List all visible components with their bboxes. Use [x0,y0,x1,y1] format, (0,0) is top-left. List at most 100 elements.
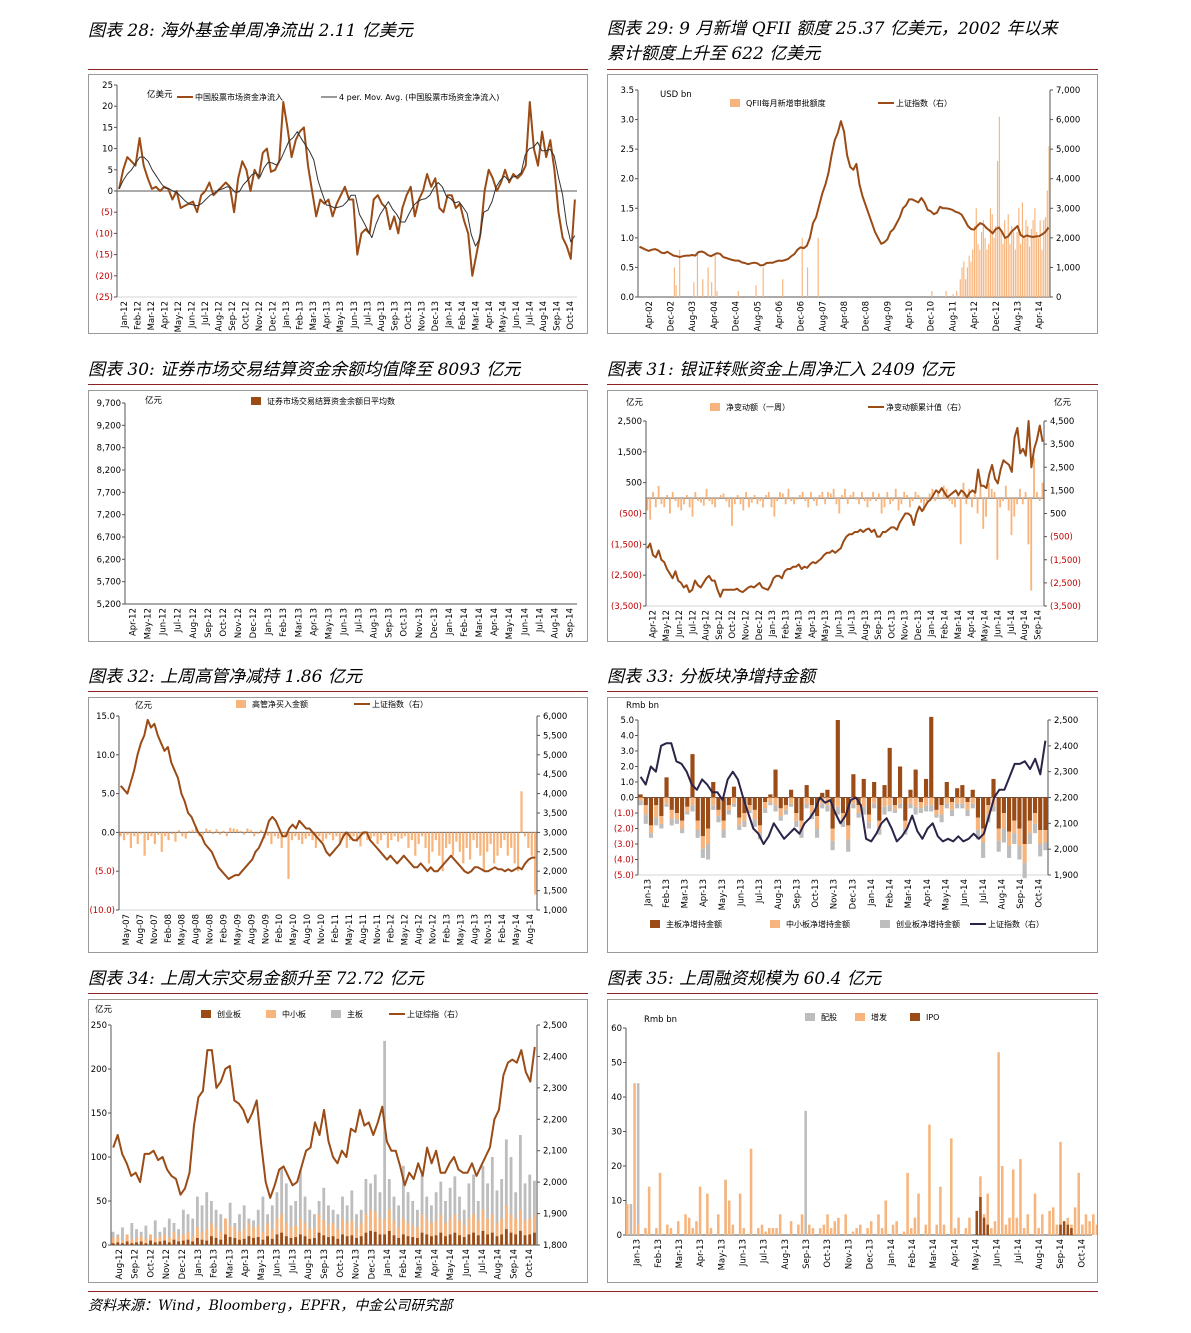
x-tick-label: Sep-13 [802,1239,812,1269]
x-tick-label: Oct-12 [146,1249,156,1278]
bar-主板 [420,1174,424,1245]
bar-高管净买入金额 [373,832,376,837]
bar-净变动额（一周） [821,491,824,499]
bar-创业板 [481,1230,485,1245]
bar-创业板净增持金额 [763,808,768,813]
y-tick-label-left: 5 [108,166,113,176]
bar-IPO [1066,1224,1070,1235]
bar-净变动额（一周） [798,495,801,499]
bar-QFII每月新增审批额度 [1018,208,1020,297]
x-tick-label: Aug-14 [526,914,536,944]
x-tick-label: Feb-10 [275,914,285,943]
bar-净变动额（一周） [860,491,863,499]
bar-净变动额（一周） [914,491,917,499]
bar-创业板净增持金额 [654,817,659,826]
bar-高管净买入金额 [143,832,146,856]
bar-中小板 [448,1218,452,1245]
bar-高管净买入金额 [534,832,537,895]
bar-高管净买入金额 [283,832,287,835]
bar-QFII每月新增审批额度 [702,279,704,297]
bar-增发 [767,1228,771,1235]
x-tick-label: Sep-14 [1056,1239,1066,1269]
bar-创业板净增持金额 [923,805,929,812]
bar-QFII每月新增审批额度 [1044,217,1047,297]
bar-中小板 [195,1227,199,1245]
bar-主板净增持金额 [939,797,944,806]
bar-增发 [669,1228,673,1235]
bar-净变动额（一周） [796,498,798,500]
bar-中小板 [270,1229,274,1245]
bar-净变动额（一周） [841,495,844,499]
y-tick-label-left: (5.0) [95,867,115,877]
x-tick-label: Jun-14 [993,1239,1003,1267]
bar-净变动额（一周） [666,495,669,499]
bar-增发 [913,1217,917,1235]
bar-创业板 [504,1229,508,1245]
bar-中小板 [341,1218,344,1245]
legend-label: 主板 [347,1009,363,1019]
x-tick-label: Oct-14 [1077,1239,1087,1268]
bar-净变动额（一周） [897,498,900,511]
x-tick-label: Apr-08 [840,301,850,329]
bar-创业板净增持金额 [648,833,654,838]
x-tick-label: Feb-12 [387,914,397,943]
bar-创业板净增持金额 [851,803,856,809]
x-tick-label: Dec-13 [914,610,924,640]
bar-中小板 [345,1223,349,1245]
bar-创业板 [312,1237,316,1245]
bar-中小板净增持金额 [742,813,747,821]
bar-QFII每月新增审批额度 [965,279,967,297]
bar-中小板净增持金额 [711,797,716,806]
x-tick-label: Apr-14 [967,610,977,638]
bar-QFII每月新增审批额度 [817,237,819,297]
chart-32-plot: 15.0 10.0 5.0 0.0 (5.0) (10.0) 6,000 5,500 5,000… [89,699,567,945]
bar-创业板净增持金额 [1001,828,1006,843]
x-tick-label: Aug-11 [359,914,369,944]
x-tick-label: Feb-13 [296,301,306,330]
bar-净变动额（一周） [990,488,993,499]
bar-主板 [327,1205,330,1245]
y-tick-label-left: 5,200 [97,600,121,610]
x-tick-label: Nov-12 [742,610,752,640]
bar-增发 [855,1228,858,1235]
y-tick-label-left: 250 [91,1021,107,1031]
bar-中小板 [359,1223,363,1245]
bar-QFII每月新增审批额度 [696,252,699,297]
bar-中小板 [252,1227,255,1245]
bar-净变动额（一周） [1013,498,1016,517]
bar-净变动额（一周） [742,498,745,511]
x-tick-label: Dec-10 [927,301,937,331]
x-tick-label: Mar-14 [472,301,482,330]
bar-IPO [1059,1224,1062,1235]
x-tick-label: Oct-14 [525,1249,535,1278]
bar-增发 [826,1214,829,1235]
y-tick-label-right: 4,500 [543,770,567,780]
bar-净变动额（一周） [886,491,889,499]
bar-主板净增持金额 [768,794,773,798]
bar-增发 [891,1224,895,1235]
x-tick-label: Aug-10 [303,914,313,944]
bar-高管净买入金额 [516,832,520,872]
bar-主板净增持金额 [918,797,923,803]
bar-QFII每月新增审批额度 [977,243,979,297]
bar-中小板 [490,1214,494,1245]
bar-主板净增持金额 [716,797,721,810]
bar-中小板净增持金额 [877,820,882,829]
bar-创业板净增持金额 [908,803,913,809]
bar-创业板 [256,1237,260,1245]
legend-label: 上证综指（右） [407,1009,463,1019]
y-tick-label-left: 20 [102,102,113,112]
bar-主板 [439,1181,443,1245]
x-tick-label: Oct-14 [1035,879,1045,908]
y-tick-label-left: 8,700 [97,444,121,454]
bar-QFII每月新增审批额度 [1046,190,1048,297]
bar-增发 [1055,1224,1059,1235]
bar-中小板净增持金额 [721,820,726,831]
chart-34-plot: 250 200 150 100 50 0 2,500 2,400 2,300 2,200 2,100… [91,1004,568,1280]
legend-swatch [266,1010,276,1018]
bar-中小板净增持金额 [747,805,752,810]
bar-高管净买入金额 [338,832,342,845]
bar-创业板 [392,1235,396,1245]
bar-中小板净增持金额 [856,805,861,813]
bar-主板净增持金额 [643,797,648,806]
